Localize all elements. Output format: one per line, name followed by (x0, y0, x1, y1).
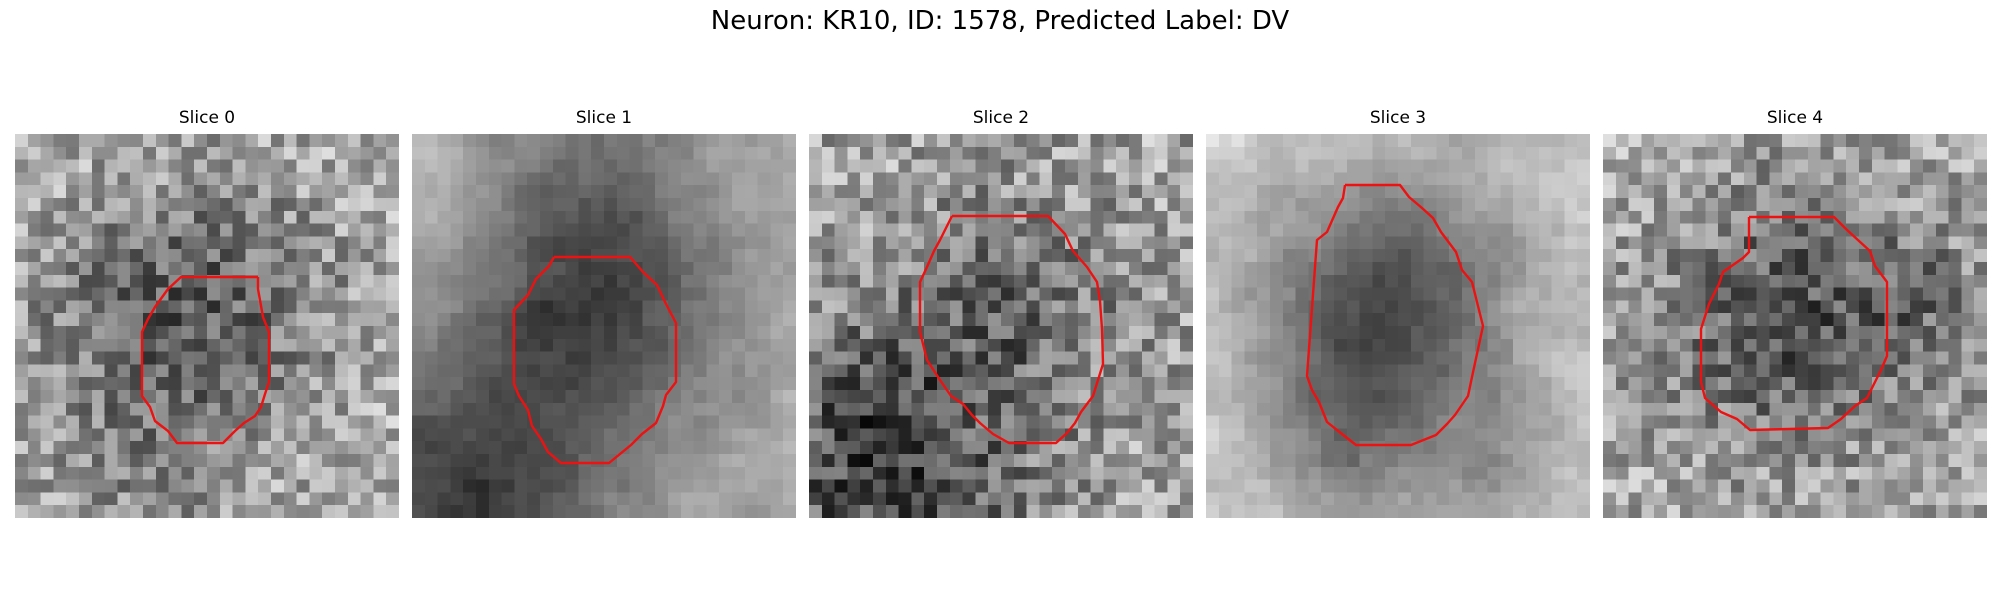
slice-title: Slice 4 (1603, 108, 1987, 128)
roi-outline (809, 134, 1193, 518)
roi-outline (1206, 134, 1590, 518)
slice-image (1603, 134, 1987, 518)
slice-panel-1: Slice 1 (412, 108, 796, 128)
slice-image (809, 134, 1193, 518)
slice-panel-4: Slice 4 (1603, 108, 1987, 128)
slice-panel-3: Slice 3 (1206, 108, 1590, 128)
slice-panel-2: Slice 2 (809, 108, 1193, 128)
slice-image (15, 134, 399, 518)
slice-title: Slice 0 (15, 108, 399, 128)
roi-outline (412, 134, 796, 518)
roi-outline (15, 134, 399, 518)
slice-image (412, 134, 796, 518)
slice-title: Slice 1 (412, 108, 796, 128)
slice-title: Slice 3 (1206, 108, 1590, 128)
roi-outline (1603, 134, 1987, 518)
slice-image (1206, 134, 1590, 518)
slice-panel-0: Slice 0 (15, 108, 399, 128)
figure-title: Neuron: KR10, ID: 1578, Predicted Label:… (0, 6, 2000, 36)
slice-title: Slice 2 (809, 108, 1193, 128)
